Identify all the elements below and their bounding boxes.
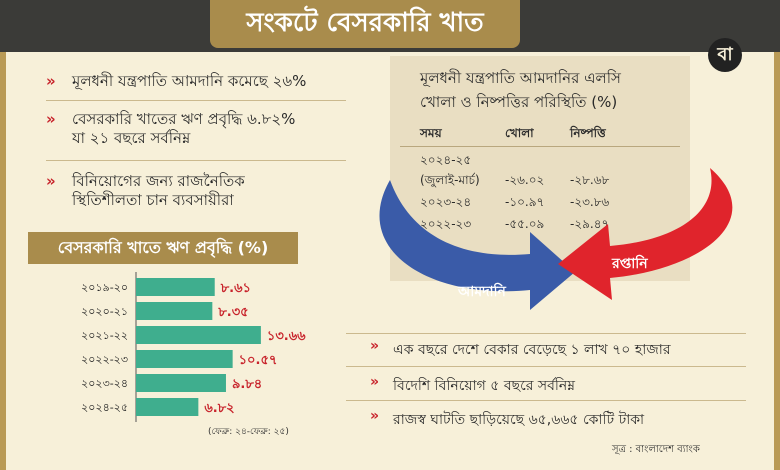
- logo-icon: বা: [708, 38, 742, 72]
- table-cell-period: ২০২২-২৩: [420, 217, 472, 231]
- bottom-bullet-revenue: » রাজস্ব ঘাটতি ছাড়িয়েছে ৬৫,৬৬৫ কোটি টা…: [370, 408, 644, 432]
- page-title: সংকটে বেসরকারি খাত: [210, 0, 520, 48]
- table-cell-settle: -২৩.৮৬: [570, 195, 610, 209]
- chevron-icon: »: [46, 110, 56, 128]
- bar-value-label: ৯.৮৪: [232, 377, 262, 392]
- bottom-bullet-text: বিদেশি বিনিয়োগ ৫ বছরে সর্বনিম্ন: [393, 378, 576, 394]
- category-label: ২০২২-২৩: [81, 353, 128, 366]
- col-header-settle: নিষ্পত্তি: [570, 126, 606, 140]
- bottom-bullet-unemployment: » এক বছরে দেশে বেকার বেড়েছে ১ লাখ ৭০ হা…: [370, 338, 671, 362]
- col-header-period: সময়: [420, 126, 442, 140]
- table-cell-open: -৫৫.০৯: [505, 217, 545, 231]
- bar: [136, 326, 261, 344]
- bottom-bullet-fdi: » বিদেশি বিনিয়োগ ৫ বছরে সর্বনিম্ন: [370, 374, 575, 398]
- bar: [136, 350, 233, 368]
- chevron-icon: »: [46, 72, 56, 90]
- bullet-investment: » বিনিয়োগের জন্য রাজনৈতিক স্থিতিশীলতা চ…: [46, 172, 245, 210]
- divider: [346, 366, 746, 367]
- bullet-credit-growth: » বেসরকারি খাতের ঋণ প্রবৃদ্ধি ৬.৮২% যা ২…: [46, 110, 295, 148]
- bar-value-label: ৮.৩৫: [217, 305, 248, 320]
- bullet-text: মূলধনী যন্ত্রপাতি আমদানি কমেছে ২৬%: [72, 72, 307, 90]
- chevron-icon: »: [370, 374, 380, 390]
- bullet-import-drop: » মূলধনী যন্ত্রপাতি আমদানি কমেছে ২৬%: [46, 72, 306, 91]
- table-cell-open: -১০.৯৭: [505, 195, 545, 209]
- category-label: ২০২৪-২৫: [81, 401, 128, 414]
- import-label: আমদানি: [457, 282, 507, 300]
- bar-value-label: ৮.৬১: [220, 281, 251, 296]
- bullet-text: বেসরকারি খাতের ঋণ প্রবৃদ্ধি ৬.৮২%: [72, 110, 296, 128]
- source-note: সূত্র : বাংলাদেশ ব্যাংক: [612, 444, 700, 455]
- table-cell-period: ২০২৩-২৪: [420, 195, 472, 209]
- table-divider: [400, 146, 680, 147]
- table-cell-settle: -২৯.৪৭: [570, 217, 610, 231]
- chevron-icon: »: [370, 408, 380, 424]
- import-arrow-icon: [379, 180, 575, 310]
- lc-table-title-line1: মূলধনী যন্ত্রপাতি আমদানির এলসি: [420, 69, 621, 87]
- trade-arrows: আমদানি রপ্তানি: [379, 168, 733, 310]
- divider: [46, 160, 346, 161]
- bar: [136, 278, 215, 296]
- chart-note: (ফেব্রু: ২৪-ফেব্রু: ২৫): [208, 427, 289, 437]
- bar-value-label: ১৩.৬৬: [267, 329, 306, 344]
- bar: [136, 302, 213, 320]
- lc-table-title-line2: খোলা ও নিষ্পত্তির পরিস্থিতি (%): [420, 93, 618, 111]
- bar-value-label: ৬.৮২: [204, 401, 234, 416]
- table-cell-period: ২০২৪-২৫: [420, 153, 472, 167]
- credit-growth-bar-chart: ২০১৯-২০ ৮.৬১ ২০২০-২১ ৮.৩৫ ২০২১-২২ ১৩.৬৬ ২০২২-২…: [81, 272, 306, 437]
- bottom-bullet-text: এক বছরে দেশে বেকার বেড়েছে ১ লাখ ৭০ হাজা…: [393, 342, 671, 358]
- category-label: ২০১৯-২০: [81, 281, 128, 294]
- bar: [136, 398, 199, 416]
- bullet-text: স্থিতিশীলতা চান ব্যবসায়ীরা: [72, 191, 234, 209]
- table-cell-open: -২৬.০২: [505, 173, 545, 187]
- lc-table-title: মূলধনী যন্ত্রপাতি আমদানির এলসি খোলা ও নি…: [420, 66, 680, 114]
- export-arrow-icon: [558, 168, 733, 300]
- category-label: ২০২০-২১: [81, 305, 128, 318]
- chart-title: বেসরকারি খাতে ঋণ প্রবৃদ্ধি (%): [28, 232, 298, 264]
- col-header-open: খোলা: [505, 126, 534, 140]
- divider: [46, 100, 346, 101]
- bullet-text: বিনিয়োগের জন্য রাজনৈতিক: [72, 172, 245, 190]
- divider: [346, 333, 746, 334]
- bullet-text: যা ২১ বছরে সর্বনিম্ন: [72, 129, 191, 147]
- chevron-icon: »: [46, 172, 56, 190]
- bar-value-label: ১০.৫৭: [239, 353, 278, 368]
- export-label: রপ্তানি: [611, 254, 648, 272]
- bar: [136, 374, 226, 392]
- divider: [346, 400, 746, 401]
- category-label: ২০২৩-২৪: [81, 377, 128, 390]
- category-label: ২০২১-২২: [81, 329, 128, 342]
- table-cell-period-sub: (জুলাই-মার্চ): [420, 173, 480, 187]
- bottom-bullet-text: রাজস্ব ঘাটতি ছাড়িয়েছে ৬৫,৬৬৫ কোটি টাকা: [393, 412, 645, 428]
- chevron-icon: »: [370, 338, 380, 354]
- table-cell-settle: -২৮.৬৮: [570, 173, 610, 187]
